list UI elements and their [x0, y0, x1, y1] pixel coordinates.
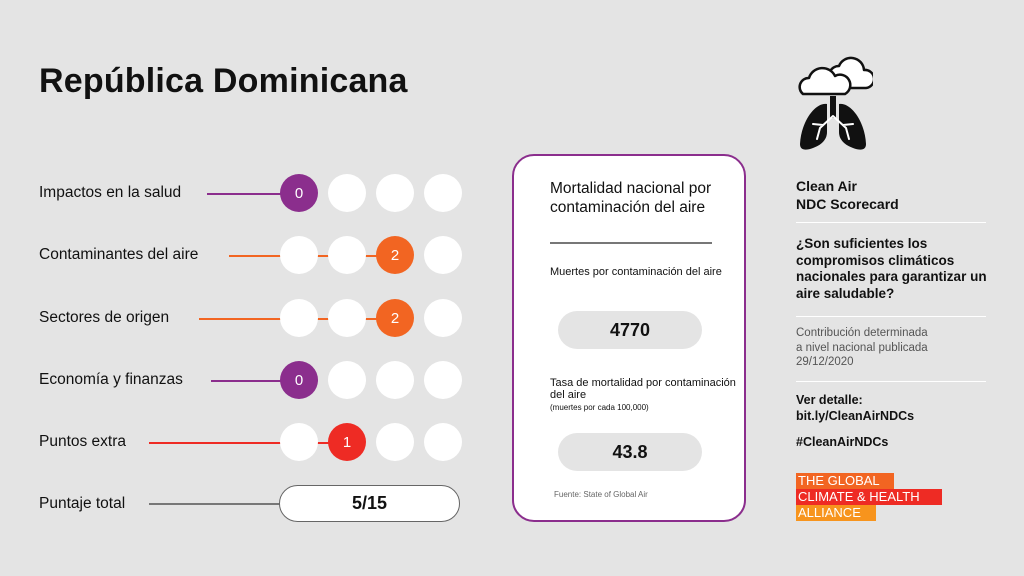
mortality-card: Mortalidad nacional por contaminación de… — [512, 154, 746, 522]
divider — [796, 222, 986, 223]
details-link[interactable]: bit.ly/CleanAirNDCs — [796, 409, 915, 423]
row-label: Economía y finanzas — [39, 371, 183, 388]
divider — [796, 316, 986, 317]
score-circle-empty — [280, 236, 318, 274]
deaths-value: 4770 — [558, 311, 702, 349]
rate-note: (muertes por cada 100,000) — [550, 403, 649, 412]
score-circle-empty — [328, 299, 366, 337]
score-circle-empty — [280, 299, 318, 337]
details-link-block: Ver detalle: bit.ly/CleanAirNDCs — [796, 392, 992, 424]
row-label: Puntos extra — [39, 433, 127, 450]
details-label: Ver detalle: — [796, 393, 863, 407]
contribution-info: Contribución determinada a nivel naciona… — [796, 326, 992, 370]
score-circle-empty — [328, 174, 366, 212]
source-note: Fuente: State of Global Air — [554, 490, 648, 499]
score-circle-empty — [280, 423, 318, 461]
logo-line: ALLIANCE — [796, 505, 876, 521]
rate-label: Tasa de mortalidad por contaminación del… — [550, 377, 736, 401]
row-connector — [211, 380, 287, 382]
row-label: Sectores de origen — [39, 309, 170, 326]
page-title: República Dominicana — [39, 62, 408, 100]
divider — [796, 381, 986, 382]
score-circle-empty — [424, 174, 462, 212]
score-circle-active: 2 — [376, 299, 414, 337]
score-circle-empty — [424, 236, 462, 274]
logo-line: THE GLOBAL — [796, 473, 894, 489]
contribution-date: 29/12/2020 — [796, 356, 854, 368]
scorecard-title: Clean Air NDC Scorecard — [796, 177, 992, 213]
score-circle-active: 2 — [376, 236, 414, 274]
score-row-pollutants: Contaminantes del aire 2 — [39, 235, 469, 275]
score-row-economy: Economía y finanzas 0 — [39, 360, 469, 400]
row-label: Contaminantes del aire — [39, 246, 199, 263]
clouds-lungs-icon — [793, 44, 876, 159]
total-row: Puntaje total 5/15 — [39, 485, 469, 525]
score-row-health: Impactos en la salud 0 — [39, 173, 469, 213]
logo-line: CLIMATE & HEALTH — [796, 489, 942, 505]
score-circle-active: 0 — [280, 174, 318, 212]
score-circle-empty — [376, 174, 414, 212]
scorecard-title-line: Clean Air — [796, 178, 857, 194]
deaths-label: Muertes por contaminación del aire — [550, 266, 722, 278]
score-row-extra: Puntos extra 1 — [39, 422, 469, 462]
row-connector — [207, 193, 287, 195]
hashtag: #CleanAirNDCs — [796, 435, 889, 449]
score-circle-empty — [424, 361, 462, 399]
row-connector — [149, 503, 281, 505]
score-circle-active: 1 — [328, 423, 366, 461]
score-circle-active: 0 — [280, 361, 318, 399]
scorecard-question: ¿Son suficientes los compromisos climáti… — [796, 236, 987, 301]
rate-value: 43.8 — [558, 433, 702, 471]
score-row-sectors: Sectores de origen 2 — [39, 298, 469, 338]
gcha-logo: THE GLOBAL CLIMATE & HEALTH ALLIANCE — [796, 473, 942, 521]
row-connector — [149, 442, 339, 444]
score-circle-empty — [328, 236, 366, 274]
card-divider — [550, 242, 712, 244]
score-circle-empty — [424, 423, 462, 461]
row-label: Impactos en la salud — [39, 184, 182, 201]
total-label: Puntaje total — [39, 495, 126, 512]
scorecard-title-line: NDC Scorecard — [796, 196, 899, 212]
card-title: Mortalidad nacional por contaminación de… — [550, 180, 712, 216]
score-circle-empty — [376, 361, 414, 399]
score-circle-empty — [328, 361, 366, 399]
contribution-line: a nivel nacional publicada — [796, 341, 928, 354]
total-score-box: 5/15 — [279, 485, 460, 522]
score-circle-empty — [424, 299, 462, 337]
score-circle-empty — [376, 423, 414, 461]
contribution-line: Contribución determinada — [796, 327, 928, 339]
